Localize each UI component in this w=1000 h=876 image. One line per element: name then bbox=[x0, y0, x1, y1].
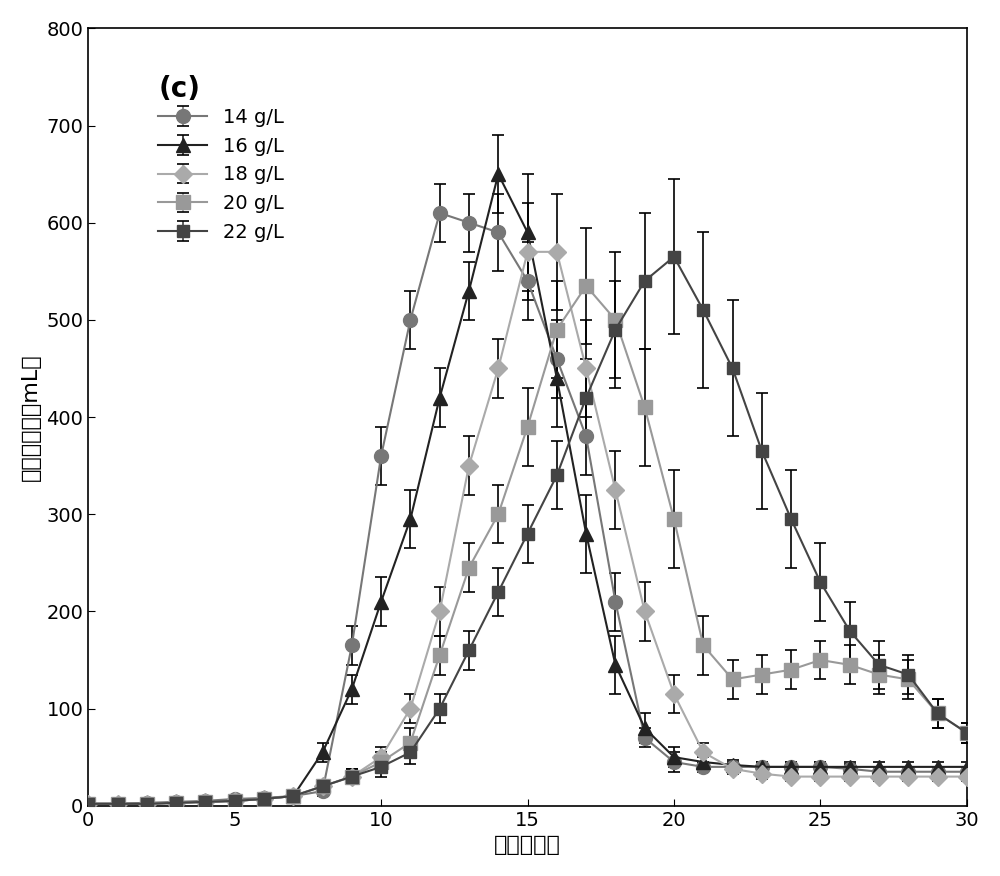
X-axis label: 时间（天）: 时间（天） bbox=[494, 835, 561, 855]
Y-axis label: 甲烷日产量（mL）: 甲烷日产量（mL） bbox=[21, 353, 41, 481]
Text: (c): (c) bbox=[159, 75, 201, 103]
Legend: 14 g/L, 16 g/L, 18 g/L, 20 g/L, 22 g/L: 14 g/L, 16 g/L, 18 g/L, 20 g/L, 22 g/L bbox=[151, 100, 291, 250]
